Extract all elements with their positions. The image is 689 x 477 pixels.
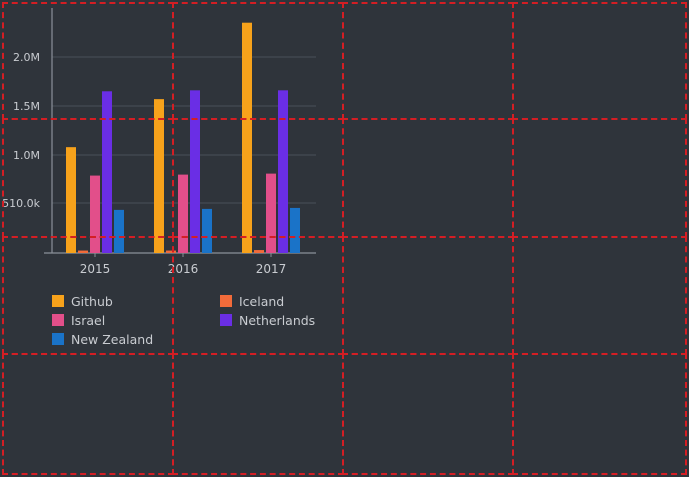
bar-iceland-2017 bbox=[254, 250, 264, 253]
legend-item-israel[interactable]: Israel bbox=[52, 311, 105, 329]
x-tick-label: 2017 bbox=[256, 262, 287, 276]
legend-label-israel: Israel bbox=[71, 312, 106, 328]
legend-label-netherlands: Netherlands bbox=[239, 312, 316, 328]
bar-iceland-2015 bbox=[78, 250, 88, 253]
y-tick-label: 510.0k bbox=[2, 197, 40, 210]
bar-github-2015 bbox=[66, 147, 76, 253]
bar-github-2016 bbox=[154, 99, 164, 253]
legend-swatch-iceland bbox=[220, 295, 232, 307]
legend-label-new-zealand: New Zealand bbox=[71, 331, 154, 347]
legend-swatch-israel bbox=[52, 314, 64, 326]
bar-netherlands-2017 bbox=[278, 90, 288, 253]
legend-item-netherlands[interactable]: Netherlands bbox=[220, 311, 315, 329]
bar-israel-2017 bbox=[266, 173, 276, 253]
bar-iceland-2016 bbox=[166, 250, 176, 253]
bar-netherlands-2015 bbox=[102, 91, 112, 253]
x-tick-label: 2015 bbox=[80, 262, 111, 276]
legend-item-iceland[interactable]: Iceland bbox=[220, 292, 284, 310]
x-tick-label: 2016 bbox=[168, 262, 199, 276]
legend-item-new-zealand[interactable]: New Zealand bbox=[52, 330, 153, 348]
bar-israel-2015 bbox=[90, 175, 100, 253]
bar-israel-2016 bbox=[178, 174, 188, 253]
legend-item-github[interactable]: Github bbox=[52, 292, 113, 310]
legend-label-github: Github bbox=[71, 293, 113, 309]
y-tick-label: 1.5M bbox=[13, 100, 40, 113]
bar-netherlands-2016 bbox=[190, 90, 200, 253]
legend-swatch-github bbox=[52, 295, 64, 307]
legend: Github Iceland Israel Netherlands New Ze… bbox=[52, 292, 332, 352]
y-tick-label: 1.0M bbox=[13, 149, 40, 162]
legend-swatch-new-zealand bbox=[52, 333, 64, 345]
bar-github-2017 bbox=[242, 22, 252, 254]
bar-new-zealand-2017 bbox=[290, 207, 300, 253]
bar-new-zealand-2015 bbox=[114, 209, 124, 253]
legend-label-iceland: Iceland bbox=[239, 293, 285, 309]
legend-swatch-netherlands bbox=[220, 314, 232, 326]
y-tick-label: 2.0M bbox=[13, 51, 40, 64]
bar-new-zealand-2016 bbox=[202, 208, 212, 253]
